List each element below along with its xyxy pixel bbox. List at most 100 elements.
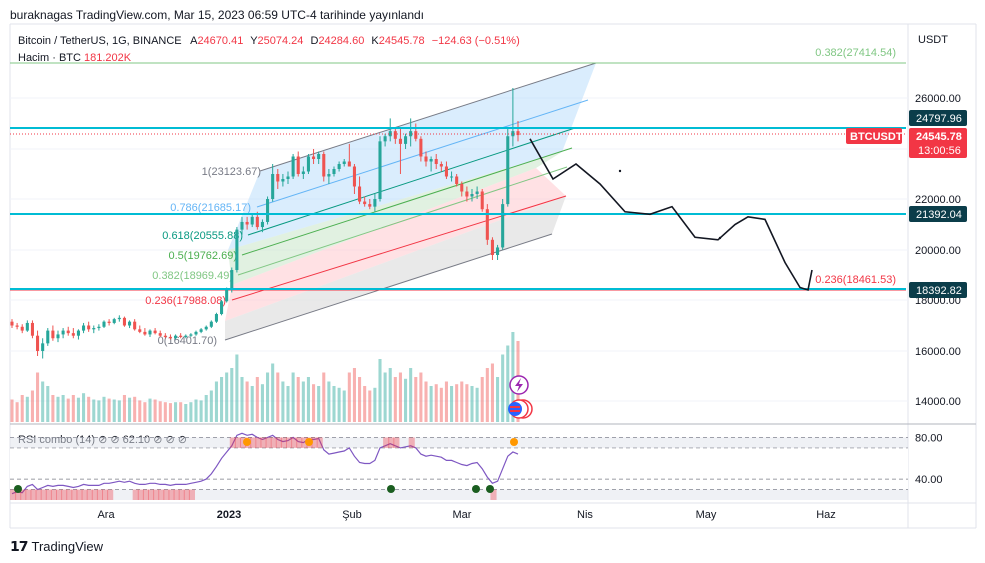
brand-name[interactable]: TradingView (31, 539, 104, 554)
volume-bar (296, 377, 300, 422)
candle-body (245, 221, 249, 225)
channel-band-base (225, 196, 566, 340)
rsi-signal-dot (14, 485, 22, 493)
rsi-overbought-marker (408, 437, 415, 448)
rsi-oversold-marker (50, 489, 57, 500)
volume-bar (312, 384, 316, 422)
level-price-tag (909, 282, 967, 298)
channel-line-0786[interactable] (256, 99, 589, 208)
volume-bar (373, 387, 377, 422)
candle-body (501, 204, 505, 248)
level-price-tag (909, 206, 967, 222)
candle-body (112, 319, 116, 323)
rsi-oversold-marker (490, 489, 497, 500)
candle-body (133, 321, 137, 330)
volume-bar (235, 354, 239, 422)
fib-channel-label: 0(16401.70) (158, 335, 217, 347)
time-tick-label: 2023 (217, 509, 241, 521)
high-value: 25074.24 (257, 35, 304, 47)
volume-bar (444, 381, 448, 422)
rsi-oversold-band (10, 489, 908, 500)
candle-body (312, 156, 316, 159)
symbol-tag-label: BTCUSDT (850, 131, 903, 143)
volume-bar (15, 402, 19, 422)
channel-line-05[interactable] (241, 147, 573, 256)
candle-body (199, 329, 203, 332)
candle-body (511, 131, 515, 137)
volume-legend: Hacim · BTC 181.202K (18, 52, 131, 64)
candle-body (383, 136, 387, 142)
volume-bar (10, 399, 14, 422)
rsi-signal-dot (472, 485, 480, 493)
volume-bar (122, 395, 126, 422)
rsi-oversold-marker (173, 489, 180, 500)
rsi-oversold-marker (45, 489, 52, 500)
rsi-oversold-marker (30, 489, 37, 500)
candle-body (337, 164, 341, 169)
volume-bar (475, 387, 479, 422)
volume-bar (260, 384, 264, 422)
projection-drawing[interactable] (529, 138, 813, 292)
volume-value: 181.202K (84, 52, 132, 64)
candle-body (306, 156, 310, 172)
candle-body (41, 343, 45, 351)
candle-body (281, 179, 285, 182)
footer: 𝟭𝟳 TradingView (10, 538, 103, 555)
candle-body (465, 191, 469, 197)
volume-bar (76, 397, 80, 422)
rsi-overbought-marker (234, 437, 241, 448)
volume-bar (56, 396, 60, 422)
candle-body (332, 169, 336, 174)
last-price-value: 24545.78 (916, 131, 962, 143)
rsi-tick-label: 80.00 (915, 432, 943, 444)
news-icon[interactable] (508, 399, 533, 419)
volume-bar (424, 381, 428, 422)
volume-bar (82, 393, 86, 422)
projection-dot-1 (618, 169, 622, 173)
symbol-name[interactable]: Bitcoin / TetherUS, 1G, BINANCE (18, 35, 182, 47)
level-price-tag-label: 21392.04 (916, 209, 962, 221)
candle-body (122, 317, 126, 326)
volume-bar (214, 381, 218, 422)
volume-label[interactable]: Hacim · BTC (18, 52, 81, 64)
time-tick-label: Şub (342, 509, 362, 521)
volume-bar (281, 381, 285, 422)
volume-bar (117, 400, 121, 422)
volume-bar (363, 386, 367, 422)
volume-bar (327, 381, 331, 422)
volume-bar (41, 381, 45, 422)
rsi-overbought-marker (383, 437, 390, 448)
channel-line-1[interactable] (259, 62, 597, 172)
candle-body (439, 164, 443, 167)
candle-body (61, 330, 65, 335)
candle-body (358, 186, 362, 202)
volume-bar (306, 377, 310, 422)
volume-bar (332, 386, 336, 422)
candle-body (255, 216, 259, 228)
volume-bar (204, 395, 208, 422)
rsi-signal-dot (486, 485, 494, 493)
candle-body (388, 131, 392, 137)
candle-body (92, 328, 96, 330)
candle-body (209, 321, 213, 327)
fib-channel-label: 0.5(19762.69) (169, 250, 238, 262)
tradingview-logo-icon[interactable]: 𝟭𝟳 (10, 538, 29, 554)
volume-bar (409, 368, 413, 422)
candle-body (266, 199, 270, 222)
volume-bar (429, 386, 433, 422)
channel-line-0618[interactable] (247, 127, 576, 236)
volume-bar (46, 386, 50, 422)
candle-body (378, 141, 382, 199)
time-axis[interactable]: Ara 2023 Şub Mar Nis May Haz (97, 509, 835, 521)
rsi-signal-dot (305, 438, 313, 446)
volume-bar (220, 377, 224, 422)
time-tick-label: Mar (453, 509, 472, 521)
volume-bar (368, 390, 372, 422)
alert-icon[interactable] (509, 375, 529, 395)
volume-bar (434, 384, 438, 422)
volume-bar (245, 381, 249, 422)
rsi-oversold-marker (56, 489, 63, 500)
channel-line-0382[interactable] (237, 166, 568, 276)
rsi-oversold-marker (20, 489, 27, 500)
